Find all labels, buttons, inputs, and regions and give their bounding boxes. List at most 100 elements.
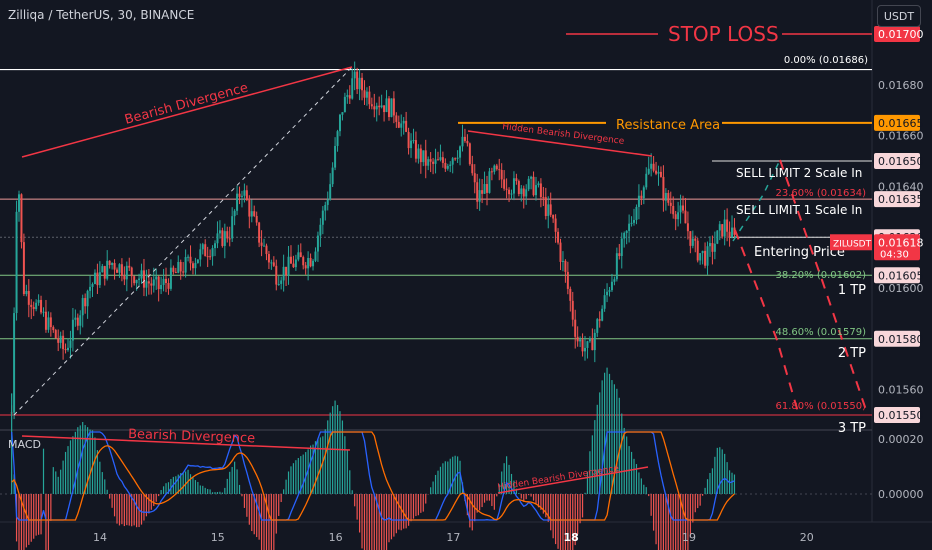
candle-body <box>79 315 82 326</box>
candle-body <box>20 194 23 243</box>
candle-body <box>375 105 378 110</box>
candle-body <box>640 195 643 199</box>
candle-body <box>655 170 658 174</box>
candle-body <box>123 276 126 280</box>
candle-body <box>138 278 141 280</box>
candle-body <box>490 171 493 173</box>
candle-body <box>652 163 655 171</box>
candle-body <box>557 231 560 243</box>
candle-body <box>385 98 388 113</box>
candle-body <box>596 319 599 333</box>
candle-body <box>231 216 234 239</box>
candle-body <box>44 311 47 330</box>
candle-body <box>133 276 136 284</box>
candle-body <box>468 143 471 165</box>
candle-body <box>508 189 511 195</box>
price-badge-label-0.01605: 0.01605 <box>878 269 924 282</box>
candle-body <box>157 276 160 290</box>
candle-body <box>535 185 538 196</box>
tp2-label: 2 TP <box>838 346 866 361</box>
candle-body <box>686 223 689 232</box>
candle-body <box>395 115 398 122</box>
candle-body <box>463 136 466 141</box>
candle-body <box>672 205 675 215</box>
candle-body <box>321 210 324 225</box>
candle-body <box>206 256 209 258</box>
candle-body <box>429 159 432 162</box>
candle-body <box>485 184 488 193</box>
currency-button[interactable]: USDT <box>877 5 921 27</box>
projection-down-line-1 <box>734 229 799 413</box>
candle-body <box>27 290 30 305</box>
candle-body <box>708 243 711 247</box>
price-badge-label-0.01550: 0.01550 <box>878 409 924 422</box>
candle-body <box>69 340 72 348</box>
candle-body <box>64 349 67 351</box>
symbol-title: Zilliqa / TetherUS, 30, BINANCE <box>8 8 195 22</box>
candle-body <box>160 284 163 290</box>
candle-body <box>62 335 65 350</box>
candle-body <box>571 300 574 320</box>
candle-body <box>96 272 99 286</box>
candle-body <box>645 173 648 188</box>
price-badge-0.01580 <box>874 330 920 347</box>
candle-body <box>187 256 190 258</box>
price-badge-label-0.01635: 0.01635 <box>878 193 924 206</box>
candle-body <box>258 222 261 243</box>
macd-signal-line <box>11 431 735 521</box>
candle-body <box>40 299 43 313</box>
candle-body <box>250 211 253 217</box>
candle-body <box>711 243 714 252</box>
candle-body <box>615 253 618 280</box>
candle-body <box>282 266 285 281</box>
time-label-20: 20 <box>800 531 814 544</box>
candle-body <box>471 164 474 174</box>
candle-body <box>566 271 569 289</box>
candle-body <box>368 91 371 105</box>
candle-body <box>150 283 153 286</box>
candle-body <box>152 279 155 286</box>
candle-body <box>326 199 329 205</box>
candle-body <box>493 165 496 172</box>
candle-body <box>591 338 594 351</box>
candle-body <box>603 295 606 309</box>
candle-body <box>601 308 604 321</box>
price-tick-0.01640: 0.01640 <box>878 180 924 193</box>
candle-body <box>608 290 611 292</box>
candle-body <box>226 231 229 239</box>
candle-body <box>532 176 535 196</box>
candle-body <box>218 230 221 234</box>
candle-body <box>488 171 491 193</box>
fib-anchor-dashed-line <box>13 66 353 416</box>
candle-body <box>412 140 415 142</box>
candle-body <box>348 95 351 99</box>
candle-body <box>505 188 508 190</box>
price-tick-0.01660: 0.01660 <box>878 130 924 143</box>
candle-body <box>103 266 106 279</box>
candle-body <box>584 347 587 352</box>
price-tick-0.01600: 0.01600 <box>878 282 924 295</box>
candle-body <box>346 95 349 97</box>
candle-body <box>606 291 609 296</box>
candle-body <box>498 169 501 171</box>
candle-body <box>392 98 395 116</box>
candle-body <box>71 319 74 341</box>
candle-body <box>628 223 631 231</box>
fib-486-label: 48.60% (0.01579) <box>776 327 867 338</box>
candle-body <box>307 257 310 269</box>
candle-body <box>255 215 258 223</box>
candle-body <box>610 281 613 291</box>
candle-body <box>407 131 410 149</box>
bar-timer-label: 04:30 <box>880 249 909 260</box>
candle-body <box>343 96 346 113</box>
candle-body <box>387 98 390 118</box>
fib-0-label: 0.00% (0.01686) <box>784 55 868 66</box>
time-label-19: 19 <box>682 531 696 544</box>
candle-body <box>189 256 192 264</box>
candle-body <box>37 299 40 303</box>
candle-body <box>495 165 498 170</box>
candle-body <box>380 105 383 108</box>
candle-body <box>248 200 251 217</box>
candle-body <box>378 105 381 108</box>
